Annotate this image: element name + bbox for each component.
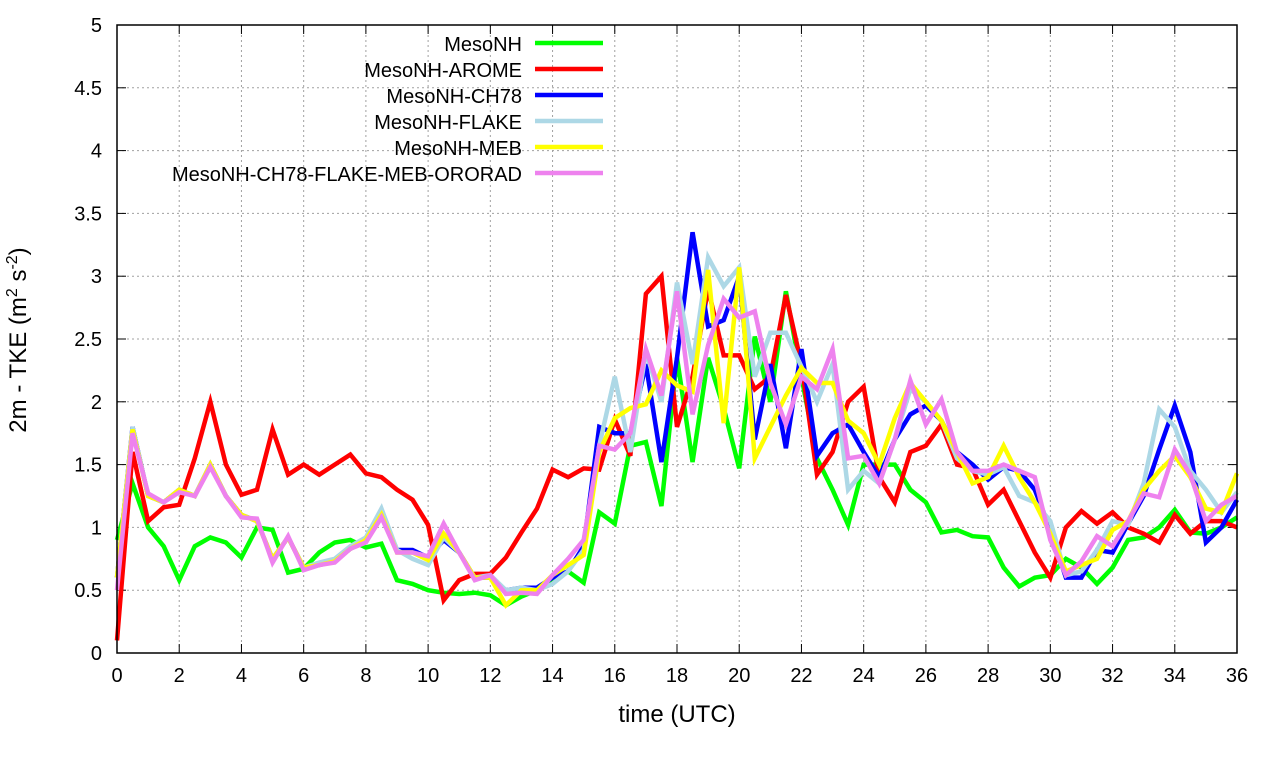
x-tick-label: 0 [111,665,122,687]
y-tick-label: 2 [91,392,102,414]
legend-label: MesoNH-CH78-FLAKE-MEB-ORORAD [172,164,522,186]
x-tick-label: 6 [298,665,309,687]
x-tick-label: 24 [853,665,875,687]
y-axis-label: 2m - TKE (m2 s-2) [4,247,32,432]
y-tick-label: 3 [91,266,102,288]
y-label-sup: 2 [4,288,21,297]
y-tick-label: 5 [91,15,102,37]
legend-label: MesoNH-MEB [394,138,522,160]
x-tick-label: 4 [236,665,247,687]
x-tick-label: 20 [728,665,750,687]
y-tick-label: 4 [91,141,102,163]
x-tick-label: 36 [1226,665,1248,687]
x-tick-label: 8 [360,665,371,687]
series-line-mesonh-ch78-flake-meb-ororad [114,290,1239,597]
grid [116,24,1238,654]
x-tick-label: 22 [790,665,812,687]
legend-label: MesoNH-FLAKE [374,112,522,134]
legend-label: MesoNH-AROME [364,60,522,82]
series-line-mesonh-arome [114,270,1238,641]
legend-label: MesoNH [444,34,522,56]
y-tick-label: 4.5 [74,78,102,100]
y-tick-label: 2.5 [74,329,102,351]
x-tick-label: 30 [1039,665,1061,687]
y-label-part: ) [5,247,32,255]
legend-label: MesoNH-CH78 [386,86,522,108]
y-tick-label: 0 [91,643,102,665]
x-tick-label: 16 [604,665,626,687]
legend: MesoNH MesoNH-AROME MesoNH-CH78 MesoNH-FLAK… [172,34,603,186]
y-label-sup: -2 [4,255,21,269]
x-tick-label: 10 [417,665,439,687]
y-tick-label: 1 [91,517,102,539]
x-tick-label: 34 [1164,665,1186,687]
y-label-part: s [5,270,32,289]
y-tick-label: 3.5 [74,203,102,225]
x-tick-label: 2 [174,665,185,687]
tick-labels: 0 2 4 6 8 10 12 14 16 18 20 22 24 26 28 30 32 34 3600.511.… [74,15,1248,687]
x-tick-label: 18 [666,665,688,687]
y-tick-label: 0.5 [74,580,102,602]
plot-frame [116,24,1238,654]
x-tick-label: 26 [915,665,937,687]
x-tick-label: 32 [1101,665,1123,687]
series-line-mesonh [114,290,1239,608]
x-tick-label: 28 [977,665,999,687]
series-lines [114,231,1240,641]
x-tick-label: 12 [479,665,501,687]
y-label-part: 2m - TKE (m [5,297,32,433]
x-axis-label: time (UTC) [618,701,735,728]
x-tick-label: 14 [541,665,563,687]
y-tick-label: 1.5 [74,455,102,477]
